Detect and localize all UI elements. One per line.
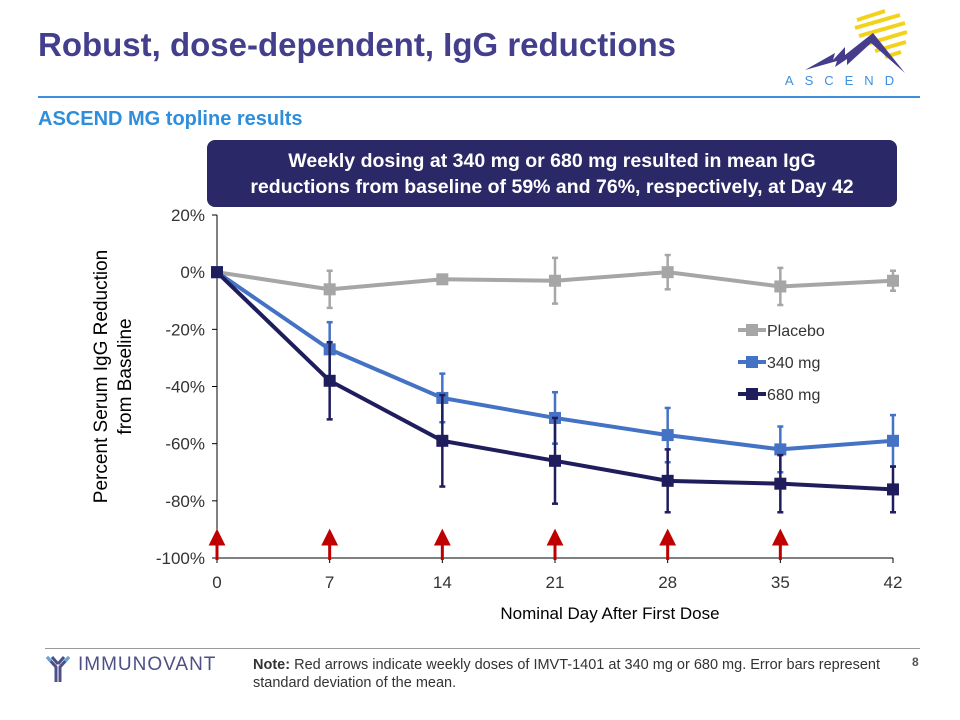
y-axis-label: from Baseline <box>115 318 136 434</box>
callout-line-2: reductions from baseline of 59% and 76%,… <box>250 175 854 198</box>
subtitle: ASCEND MG topline results <box>38 108 303 130</box>
legend-marker <box>746 388 758 400</box>
x-tick-label: 7 <box>325 573 334 592</box>
dose-arrow-icon <box>208 528 226 560</box>
data-point <box>774 280 787 293</box>
callout-line-1: Weekly dosing at 340 mg or 680 mg result… <box>288 149 816 172</box>
ascend-logo-text: ASCEND <box>785 73 905 88</box>
immunovant-logo: IMMUNOVANT <box>78 654 217 675</box>
footnote: Note: Red arrows indicate weekly doses o… <box>253 656 893 692</box>
y-tick-label: -20% <box>165 320 205 339</box>
y-tick-label: 20% <box>171 206 205 225</box>
data-point <box>549 274 561 287</box>
data-point <box>887 274 899 287</box>
data-point <box>774 443 787 456</box>
footer-divider <box>45 648 920 649</box>
dose-arrow-icon <box>321 528 339 560</box>
dose-arrow-icon <box>771 528 789 560</box>
title-divider <box>38 96 920 98</box>
x-tick-label: 21 <box>546 573 565 592</box>
data-point <box>211 266 223 279</box>
y-tick-label: -80% <box>165 492 205 511</box>
antibody-icon <box>45 655 71 682</box>
data-point <box>436 273 449 286</box>
ascend-logo: ASCEND <box>785 9 908 88</box>
legend-label: 340 mg <box>767 355 820 372</box>
y-tick-label: 0% <box>180 263 205 282</box>
page-title: Robust, dose-dependent, IgG reductions <box>38 26 677 63</box>
legend-marker <box>746 324 758 336</box>
note-label: Note: <box>253 657 291 673</box>
y-tick-label: -60% <box>165 435 205 454</box>
data-point <box>323 283 336 296</box>
dose-arrow-icon <box>659 528 677 560</box>
x-tick-label: 0 <box>212 573 221 592</box>
data-point <box>549 454 561 467</box>
x-tick-label: 14 <box>433 573 452 592</box>
dose-arrow-icon <box>546 528 564 560</box>
data-point <box>887 483 899 496</box>
dose-arrow-icon <box>433 528 451 560</box>
legend-marker <box>746 356 758 368</box>
y-axis-label: Percent Serum IgG Reduction <box>91 250 112 503</box>
x-tick-label: 35 <box>771 573 790 592</box>
data-point <box>436 434 449 447</box>
x-axis-label: Nominal Day After First Dose <box>500 604 719 623</box>
note-text: Red arrows indicate weekly doses of IMVT… <box>253 657 881 691</box>
legend-label: 680 mg <box>767 387 820 404</box>
legend-label: Placebo <box>767 323 825 340</box>
data-point <box>661 474 674 487</box>
y-tick-label: -100% <box>156 549 205 568</box>
page-number: 8 <box>912 655 919 669</box>
x-tick-label: 42 <box>884 573 903 592</box>
y-tick-label: -40% <box>165 378 205 397</box>
data-point <box>774 477 787 490</box>
igg-reduction-chart: 20% 0% -20% -40% -60% -80% -100% 0 7 14 21 28 35 42 No… <box>91 206 903 623</box>
x-tick-label: 28 <box>658 573 677 592</box>
key-finding-callout: Weekly dosing at 340 mg or 680 mg result… <box>207 140 897 207</box>
data-point <box>323 374 336 387</box>
data-point <box>661 429 674 442</box>
data-point <box>661 266 674 279</box>
data-point <box>887 434 899 447</box>
